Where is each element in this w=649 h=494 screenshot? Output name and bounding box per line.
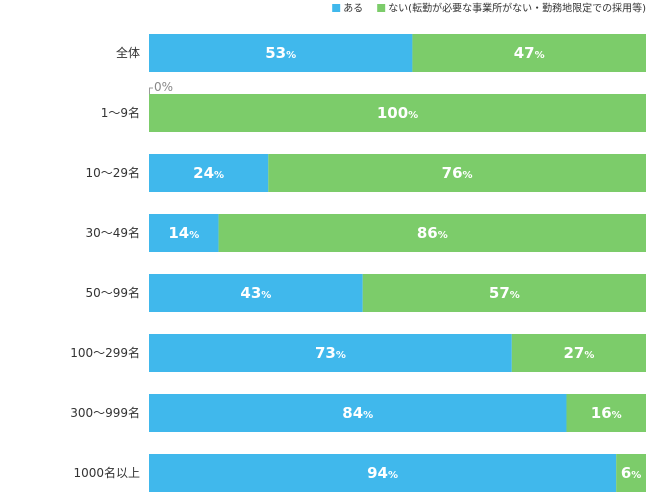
bar-segment-aru — [149, 214, 219, 252]
category-label: 30〜49名 — [85, 225, 140, 240]
legend-label: ある — [343, 3, 363, 15]
bar-segment-nai — [218, 214, 646, 252]
data-label: 76% — [442, 164, 473, 182]
category-label: 300〜999名 — [70, 405, 140, 420]
data-label: 6% — [621, 464, 641, 482]
data-label: 100% — [377, 104, 418, 122]
data-label: 57% — [489, 284, 520, 302]
bar-segment-nai — [149, 94, 646, 132]
category-label: 100〜299名 — [70, 345, 140, 360]
bar-segment-aru — [149, 454, 617, 492]
data-label: 84% — [342, 404, 373, 422]
bar-segment-nai — [511, 334, 646, 372]
category-label: 1〜9名 — [101, 105, 140, 120]
category-label: 全体 — [116, 45, 140, 60]
bar-segment-aru — [149, 334, 512, 372]
bar-segment-nai — [362, 274, 646, 312]
legend: ある ない(転勤が必要な事業所がない・勤務地限定での採用等) — [332, 2, 646, 15]
legend-label: ない(転勤が必要な事業所がない・勤務地限定での採用等) — [388, 2, 646, 15]
data-label: 43% — [240, 284, 271, 302]
data-label: 27% — [563, 344, 594, 362]
bar-segment-nai — [616, 454, 646, 492]
category-label: 1000名以上 — [73, 465, 140, 480]
category-label: 10〜29名 — [85, 165, 140, 180]
bar-segment-aru — [149, 34, 413, 72]
legend-swatch — [377, 4, 386, 12]
data-label: 24% — [193, 164, 224, 182]
bars: 全体 53% 47% 1〜9名 0% 100% 10〜29名 24% 76% 30〜49名 14% 8… — [70, 34, 646, 492]
data-label: 16% — [591, 404, 622, 422]
data-label: 94% — [367, 464, 398, 482]
data-label: 73% — [315, 344, 346, 362]
bar-segment-nai — [268, 154, 646, 192]
data-label: 47% — [514, 44, 545, 62]
legend-swatch — [332, 4, 341, 12]
bar-segment-aru — [149, 274, 363, 312]
data-label: 53% — [265, 44, 296, 62]
data-label: 14% — [168, 224, 199, 242]
zero-leader-line — [149, 87, 153, 94]
bar-segment-aru — [149, 394, 567, 432]
category-label: 50〜99名 — [85, 285, 140, 300]
data-label: 86% — [417, 224, 448, 242]
data-label-zero: 0% — [154, 80, 173, 94]
bar-segment-nai — [566, 394, 646, 432]
bar-segment-nai — [412, 34, 646, 72]
bar-segment-aru — [149, 154, 269, 192]
